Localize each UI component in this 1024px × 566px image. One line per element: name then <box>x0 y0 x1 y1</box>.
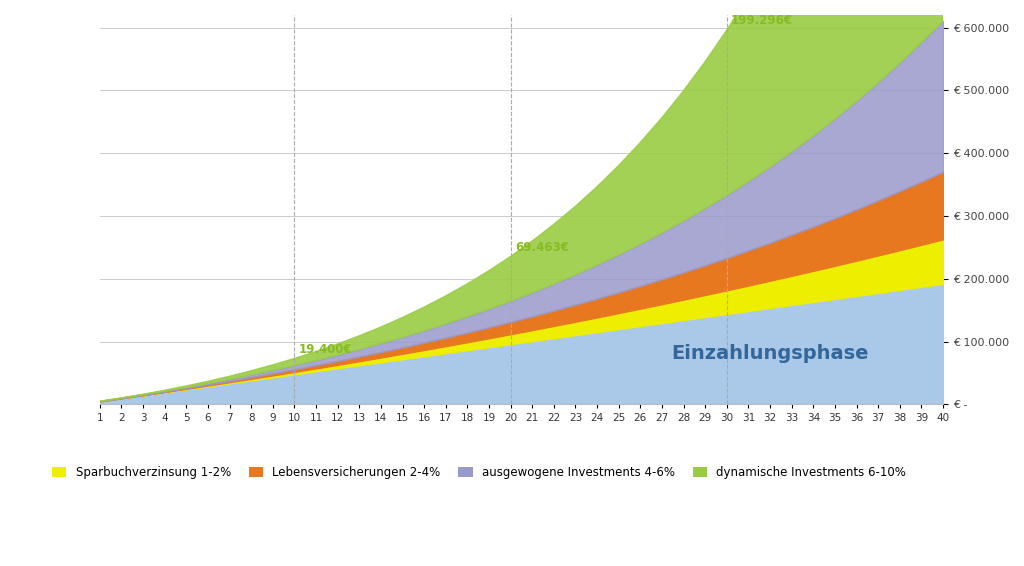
Text: 199.296€: 199.296€ <box>731 14 794 27</box>
Text: Einzahlungsphase: Einzahlungsphase <box>672 344 868 363</box>
Legend: Sparbuchverzinsung 1-2%, Lebensversicherungen 2-4%, ausgewogene Investments 4-6%: Sparbuchverzinsung 1-2%, Lebensversicher… <box>47 462 911 484</box>
Text: 69.463€: 69.463€ <box>515 241 568 254</box>
Text: 19.400€: 19.400€ <box>299 343 352 356</box>
